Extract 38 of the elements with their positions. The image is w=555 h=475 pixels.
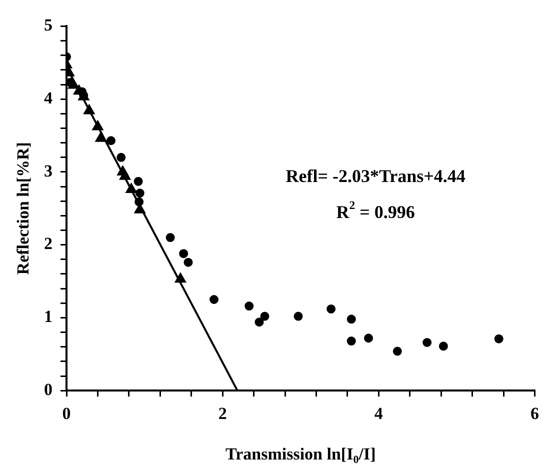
point: [135, 188, 144, 198]
point: [494, 334, 504, 344]
point: [174, 272, 186, 283]
x-tick-label: 2: [218, 404, 227, 424]
point: [106, 136, 116, 146]
annotation: Refl= -2.03*Trans+4.44: [286, 166, 466, 186]
point: [134, 176, 143, 186]
x-tick-label: 4: [374, 404, 384, 424]
point: [346, 314, 356, 324]
point: [438, 342, 448, 351]
point: [179, 249, 188, 258]
point: [254, 318, 264, 327]
point: [166, 233, 175, 242]
y-tick-label: 1: [44, 307, 52, 326]
point: [422, 338, 432, 347]
point: [83, 104, 95, 114]
y-axis-title: Reflection ln[%R]: [13, 142, 32, 275]
y-tick-label: 3: [44, 161, 52, 180]
point: [126, 182, 137, 193]
point: [260, 312, 270, 321]
y-tick-label: 4: [44, 88, 53, 108]
y-tick-label: 5: [44, 16, 52, 35]
point: [294, 312, 303, 321]
x-tick-label: 0: [62, 404, 71, 424]
point: [392, 346, 402, 356]
point: [210, 295, 218, 304]
y-tick-label: 0: [44, 380, 52, 399]
point: [92, 120, 104, 130]
point: [244, 302, 254, 311]
point: [116, 152, 126, 162]
point: [134, 197, 144, 206]
x-tick-label: 6: [530, 404, 539, 424]
point: [119, 170, 131, 180]
point: [364, 334, 374, 343]
point: [346, 336, 356, 346]
point: [326, 304, 336, 314]
point: [184, 258, 193, 267]
y-tick-label: 2: [44, 234, 52, 254]
